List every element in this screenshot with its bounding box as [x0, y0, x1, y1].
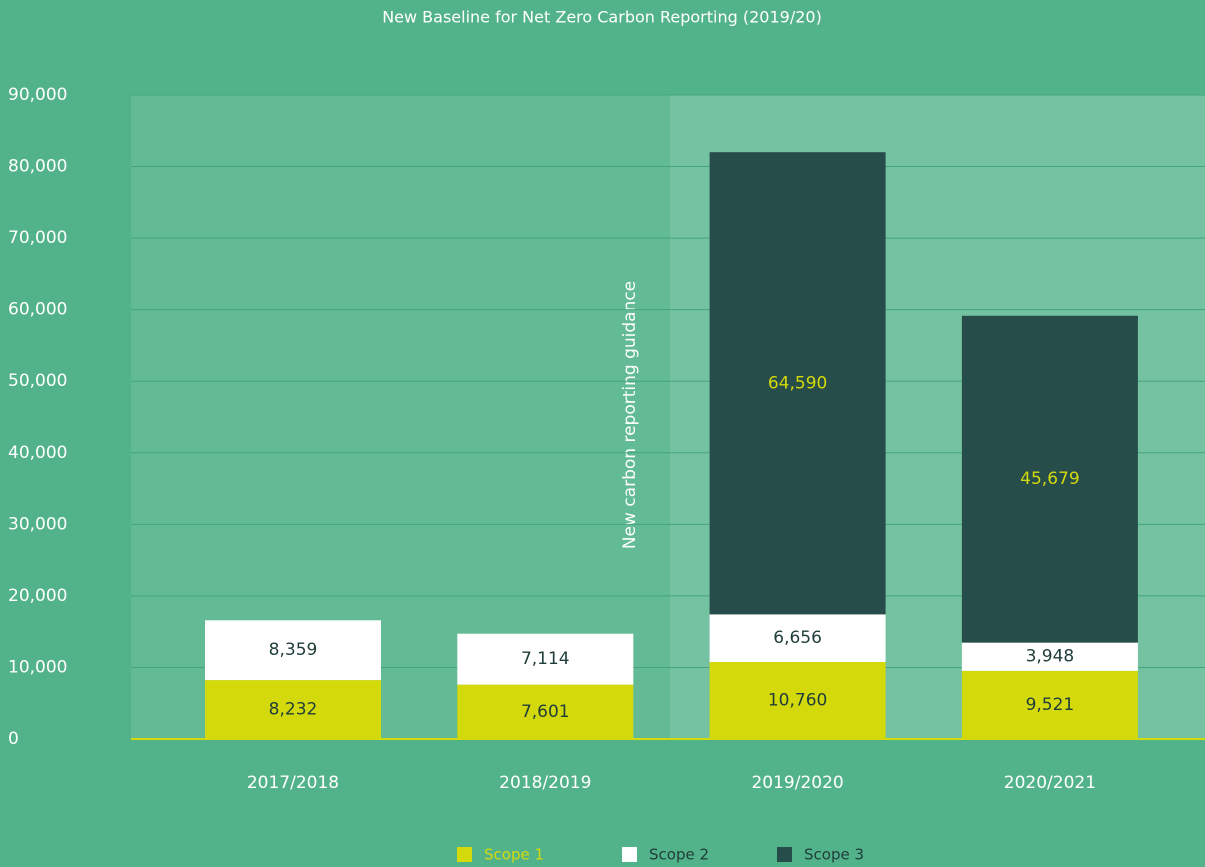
y-tick-label: 30,000 — [8, 514, 67, 534]
x-tick-label: 2018/2019 — [499, 773, 591, 793]
legend-swatch — [622, 847, 637, 862]
legend-label: Scope 3 — [804, 846, 864, 864]
y-tick-label: 90,000 — [8, 85, 67, 105]
bar-segment — [709, 662, 886, 739]
y-tick-label: 80,000 — [8, 157, 67, 177]
legend-swatch — [457, 847, 472, 862]
chart-title: New Baseline for Net Zero Carbon Reporti… — [382, 8, 822, 27]
y-tick-label: 60,000 — [8, 300, 67, 320]
legend-label: Scope 1 — [484, 846, 544, 864]
x-tick-label: 2019/2020 — [751, 773, 843, 793]
y-tick-label: 40,000 — [8, 443, 67, 463]
value-label: 7,114 — [521, 649, 570, 669]
legend-label: Scope 2 — [649, 846, 709, 864]
value-label: 6,656 — [773, 628, 822, 648]
x-tick-label: 2020/2021 — [1004, 773, 1096, 793]
bar-segment — [961, 315, 1138, 643]
value-label: 64,590 — [768, 373, 827, 393]
y-tick-label: 70,000 — [8, 228, 67, 248]
value-label: 8,232 — [269, 700, 318, 720]
bar-segment — [961, 642, 1138, 671]
bar-segment — [709, 152, 886, 615]
y-tick-label: 0 — [8, 729, 19, 749]
bar-segment — [457, 684, 634, 739]
value-label: 7,601 — [521, 702, 570, 722]
value-label: 3,948 — [1026, 647, 1075, 667]
value-label: 9,521 — [1026, 695, 1075, 715]
value-label: 8,359 — [269, 640, 318, 660]
y-tick-label: 20,000 — [8, 586, 67, 606]
x-tick-label: 2017/2018 — [247, 773, 339, 793]
annotation: New carbon reporting guidance — [620, 281, 640, 549]
bar-segment — [205, 680, 381, 739]
value-label: 10,760 — [768, 691, 827, 711]
legend-swatch — [777, 847, 792, 862]
value-label: 45,679 — [1020, 469, 1079, 489]
bar-segment — [205, 620, 381, 681]
y-tick-label: 10,000 — [8, 657, 67, 677]
bar-segment — [457, 633, 634, 685]
bar-segment — [709, 614, 886, 663]
y-tick-label: 50,000 — [8, 371, 67, 391]
bar-segment — [961, 670, 1138, 739]
